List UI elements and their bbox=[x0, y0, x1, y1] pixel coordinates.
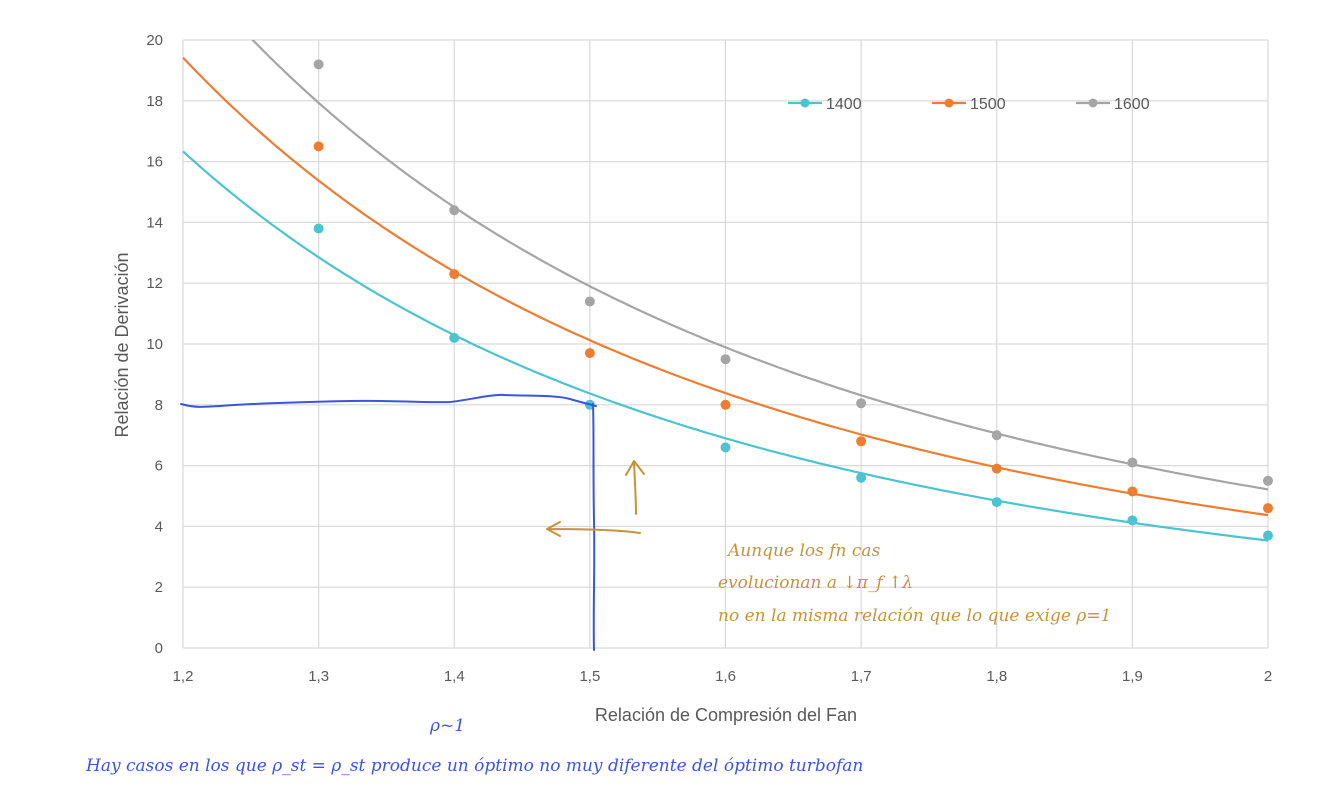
data-point-1500 bbox=[313, 141, 324, 152]
data-point-1500 bbox=[1263, 503, 1273, 514]
y-axis-title: Relación de Derivación bbox=[112, 252, 132, 437]
series-line-1600 bbox=[251, 40, 1269, 491]
y-tick-label: 20 bbox=[146, 32, 163, 49]
x-tick-label: 1,4 bbox=[444, 668, 465, 685]
series-layer bbox=[182, 40, 1273, 542]
data-point-1600 bbox=[1263, 475, 1273, 486]
x-tick-label: 1,7 bbox=[851, 668, 872, 685]
x-tick-label: 1,9 bbox=[1122, 668, 1143, 685]
data-point-1400 bbox=[1263, 530, 1273, 541]
handdrawn-horizontal-line bbox=[180, 393, 597, 408]
legend-label-1600: 1600 bbox=[1114, 96, 1150, 113]
handdrawn-up-arrow bbox=[625, 460, 645, 515]
y-tick-label: 4 bbox=[155, 518, 163, 535]
data-point-1500 bbox=[1127, 486, 1138, 497]
data-point-1400 bbox=[449, 332, 460, 343]
data-point-1600 bbox=[313, 59, 324, 70]
legend-marker-1400 bbox=[800, 98, 810, 108]
y-tick-labels: 0 2 4 6 8 10 12 14 16 18 20 bbox=[146, 32, 163, 657]
data-point-1400 bbox=[991, 497, 1002, 508]
y-tick-label: 18 bbox=[146, 93, 163, 110]
y-tick-label: 6 bbox=[155, 458, 163, 475]
handdrawn-left-arrow bbox=[546, 521, 641, 537]
y-tick-label: 10 bbox=[146, 336, 163, 353]
x-tick-label: 1,5 bbox=[579, 668, 600, 685]
legend-label-1500: 1500 bbox=[970, 96, 1006, 113]
data-point-1500 bbox=[584, 348, 595, 359]
data-point-1600 bbox=[720, 354, 731, 365]
y-tick-label: 14 bbox=[146, 214, 163, 231]
x-tick-labels: 1,2 1,3 1,4 1,5 1,6 1,7 1,8 1,9 2 bbox=[173, 668, 1273, 685]
annotation-orange-line-3: no en la misma relación que lo que exige… bbox=[718, 606, 1111, 626]
y-tick-label: 2 bbox=[155, 579, 163, 596]
legend-label-1400: 1400 bbox=[826, 96, 862, 113]
y-tick-label: 12 bbox=[146, 275, 163, 292]
annotation-orange-line-2: evolucionan a ↓π_f ↑λ bbox=[718, 573, 913, 593]
annotation-orange-line-1: Aunque los fn cas bbox=[726, 541, 881, 561]
data-point-1500 bbox=[720, 399, 731, 410]
data-point-1500 bbox=[449, 269, 460, 280]
data-point-1500 bbox=[856, 436, 867, 447]
legend-marker-1500 bbox=[944, 98, 954, 108]
data-point-1600 bbox=[1127, 457, 1138, 468]
data-point-1600 bbox=[584, 296, 595, 307]
x-tick-label: 1,6 bbox=[715, 668, 736, 685]
series-line-1500 bbox=[182, 56, 1269, 517]
annotation-blue-line: Hay casos en los que ρ_st = ρ_st produce… bbox=[85, 756, 863, 776]
data-point-1400 bbox=[720, 442, 731, 453]
legend-marker-1600 bbox=[1088, 98, 1098, 108]
gridlines bbox=[182, 39, 1269, 649]
data-point-1600 bbox=[991, 430, 1002, 441]
handdrawn-vertical-line bbox=[592, 403, 596, 651]
data-point-1400 bbox=[1127, 515, 1138, 526]
data-point-1400 bbox=[856, 472, 867, 483]
annotation-blue-rho: ρ~1 bbox=[429, 716, 465, 736]
x-axis-title: Relación de Compresión del Fan bbox=[595, 705, 857, 725]
data-point-1400 bbox=[313, 223, 324, 234]
x-tick-label: 1,2 bbox=[173, 668, 194, 685]
y-tick-label: 0 bbox=[155, 640, 163, 657]
data-point-1600 bbox=[449, 205, 460, 216]
data-point-1600 bbox=[856, 398, 867, 409]
x-tick-label: 1,8 bbox=[986, 668, 1007, 685]
data-point-1500 bbox=[991, 463, 1002, 474]
y-tick-label: 16 bbox=[146, 154, 163, 171]
legend: 1400 1500 1600 bbox=[788, 96, 1150, 113]
y-tick-label: 8 bbox=[155, 397, 163, 414]
series-line-1400 bbox=[182, 150, 1269, 542]
x-tick-label: 2 bbox=[1264, 668, 1272, 685]
x-tick-label: 1,3 bbox=[308, 668, 329, 685]
